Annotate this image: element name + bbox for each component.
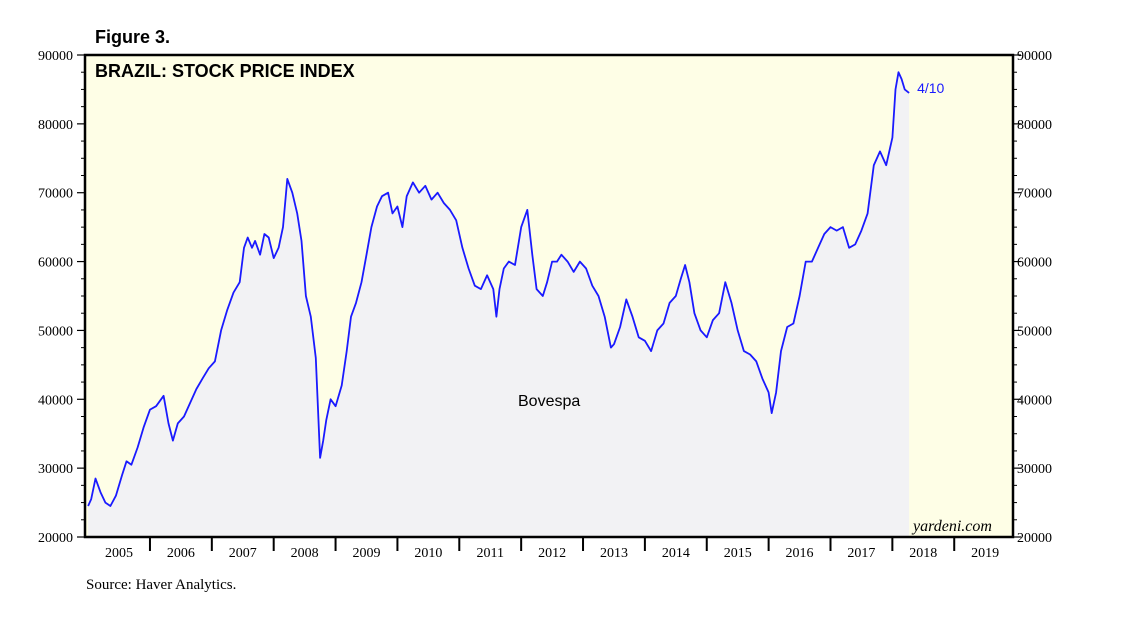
source-note: Source: Haver Analytics. [86,577,237,593]
x-year-label: 2005 [105,546,133,561]
x-year-label: 2007 [229,546,257,561]
y-tick-label-right: 80000 [1017,118,1052,133]
x-year-label: 2019 [971,546,999,561]
y-tick-label-right: 50000 [1017,324,1052,339]
x-year-label: 2018 [909,546,937,561]
forecast-shading [909,55,1013,537]
series-label: Bovespa [518,393,580,410]
right-y-tick-labels: 20000 30000 40000 50000 60000 70000 80000 90000 [1017,49,1052,546]
y-tick-label-left: 40000 [38,393,73,408]
figure-label: Figure 3. [95,27,171,47]
x-year-label: 2010 [414,546,442,561]
x-year-label: 2011 [476,546,503,561]
y-tick-label-left: 90000 [38,49,73,64]
x-year-label: 2016 [786,546,814,561]
y-tick-label-right: 40000 [1017,393,1052,408]
credit-label: yardeni.com [911,518,992,535]
x-year-label: 2015 [724,546,752,561]
x-year-labels: 2005 2006 2007 2008 2009 2010 2011 2012 2013 2014… [105,546,999,561]
y-tick-label-right: 70000 [1017,187,1052,202]
x-year-label: 2014 [662,546,690,561]
y-tick-label-right: 30000 [1017,462,1052,477]
chart-title: BRAZIL: STOCK PRICE INDEX [95,61,355,81]
x-year-label: 2009 [352,546,380,561]
y-tick-label-left: 60000 [38,256,73,271]
y-tick-label-right: 60000 [1017,256,1052,271]
y-tick-label-left: 70000 [38,187,73,202]
y-tick-label-left: 20000 [38,531,73,546]
y-tick-label-left: 30000 [38,462,73,477]
bovespa-series-line [87,71,910,507]
axis-ticks [77,54,1021,551]
x-year-label: 2006 [167,546,195,561]
end-date-label: 4/10 [917,80,944,96]
y-tick-label-right: 20000 [1017,531,1052,546]
x-year-label: 2012 [538,546,566,561]
y-tick-label-left: 80000 [38,118,73,133]
x-year-label: 2008 [291,546,319,561]
y-tick-label-right: 90000 [1017,49,1052,64]
x-year-label: 2017 [847,546,875,561]
x-year-label: 2013 [600,546,628,561]
y-tick-label-left: 50000 [38,324,73,339]
left-y-tick-labels: 20000 30000 40000 50000 60000 70000 80000 90000 [38,49,73,546]
